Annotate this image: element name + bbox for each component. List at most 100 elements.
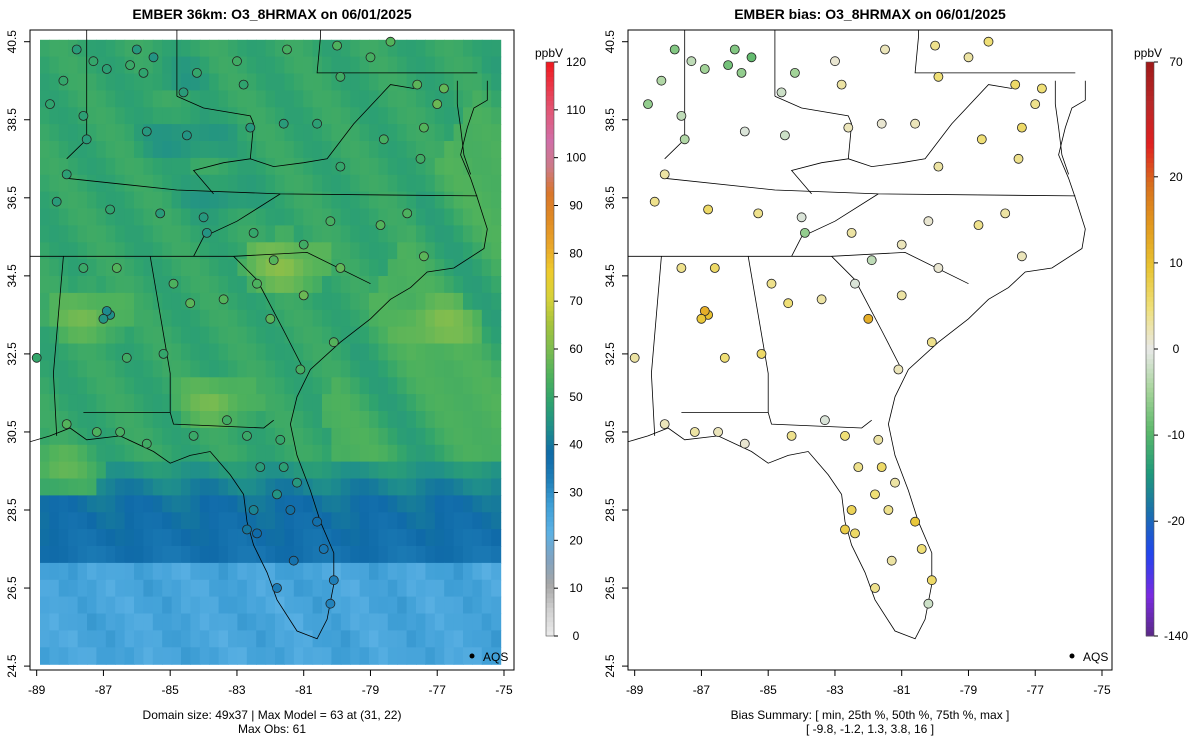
observation-station-marker xyxy=(245,122,256,133)
model-grid-cell xyxy=(293,174,304,193)
colorbar-segment xyxy=(546,382,554,388)
observation-station-marker xyxy=(418,251,429,262)
model-grid-cell xyxy=(425,326,436,345)
observation-station-marker xyxy=(221,415,232,426)
model-grid-cell xyxy=(322,174,332,193)
model-grid-cell xyxy=(77,141,88,159)
colorbar-segment xyxy=(1146,392,1154,398)
model-grid-cell xyxy=(237,461,248,480)
colorbar-segment xyxy=(1146,607,1154,613)
model-grid-cell xyxy=(331,191,342,210)
model-grid-cell xyxy=(425,157,436,176)
model-grid-cell xyxy=(331,579,342,598)
model-grid-cell xyxy=(303,276,314,294)
model-grid-cell xyxy=(134,562,144,581)
right-colorbar-unit: ppbV xyxy=(1134,46,1163,60)
model-grid-cell xyxy=(134,411,144,429)
bias-station-marker xyxy=(659,169,670,180)
model-grid-cell xyxy=(190,56,201,75)
model-grid-cell xyxy=(143,411,154,429)
model-grid-cell xyxy=(312,276,323,294)
model-grid-cell xyxy=(472,208,483,226)
model-grid-cell xyxy=(256,56,267,75)
model-grid-cell xyxy=(199,56,210,75)
model-grid-cell xyxy=(453,208,464,226)
model-grid-cell xyxy=(331,512,342,530)
model-grid-cell xyxy=(246,579,257,598)
model-grid-cell xyxy=(397,309,408,328)
colorbar-segment xyxy=(546,363,554,369)
colorbar-segment xyxy=(1146,545,1154,551)
model-grid-cell xyxy=(378,478,389,496)
model-grid-cell xyxy=(463,546,473,564)
model-grid-cell xyxy=(256,596,267,615)
model-grid-cell xyxy=(369,259,379,277)
colorbar-segment xyxy=(1146,387,1154,393)
model-grid-cell xyxy=(481,579,492,598)
model-grid-cell xyxy=(350,157,361,176)
model-grid-cell xyxy=(350,512,361,530)
model-grid-cell xyxy=(199,562,210,581)
model-grid-cell xyxy=(331,427,342,446)
model-grid-cell xyxy=(171,495,182,513)
model-grid-cell xyxy=(481,461,492,480)
bias-station-marker xyxy=(1037,83,1047,94)
model-grid-cell xyxy=(340,39,351,58)
model-grid-cell xyxy=(134,579,144,598)
model-grid-cell xyxy=(58,529,69,547)
model-grid-cell xyxy=(340,360,351,378)
model-grid-cell xyxy=(218,360,229,378)
model-grid-cell xyxy=(199,107,210,125)
model-grid-cell xyxy=(246,360,257,378)
model-grid-cell xyxy=(453,73,464,91)
model-grid-cell xyxy=(58,427,69,446)
model-grid-cell xyxy=(434,394,445,412)
model-grid-cell xyxy=(434,141,445,159)
model-grid-cell xyxy=(181,225,191,243)
bias-station-marker xyxy=(756,348,767,359)
model-grid-cell xyxy=(190,39,201,58)
model-grid-cell xyxy=(49,276,60,294)
model-grid-cell xyxy=(350,647,361,665)
model-grid-cell xyxy=(265,73,276,91)
model-grid-cell xyxy=(162,292,173,311)
model-grid-cell xyxy=(49,309,60,328)
model-grid-cell xyxy=(190,529,201,547)
bias-station-marker xyxy=(893,364,904,375)
model-grid-cell xyxy=(181,276,191,294)
colorbar-segment xyxy=(1146,363,1154,369)
model-grid-cell xyxy=(397,444,408,463)
colorbar-segment xyxy=(1146,559,1154,565)
model-grid-cell xyxy=(246,174,257,193)
bias-station-marker xyxy=(886,555,897,566)
model-grid-cell xyxy=(284,427,295,446)
model-grid-cell xyxy=(444,259,455,277)
model-grid-cell xyxy=(491,444,502,463)
model-grid-cell xyxy=(237,613,248,631)
colorbar-segment xyxy=(1146,181,1154,187)
model-grid-cell xyxy=(218,141,229,159)
model-grid-cell xyxy=(312,141,323,159)
model-grid-cell xyxy=(331,478,342,496)
model-grid-cell xyxy=(143,562,154,581)
model-grid-cell xyxy=(87,613,97,631)
model-grid-cell xyxy=(369,562,379,581)
model-grid-cell xyxy=(228,512,238,530)
model-grid-cell xyxy=(77,478,88,496)
model-grid-cell xyxy=(312,394,323,412)
model-grid-cell xyxy=(256,225,267,243)
model-grid-cell xyxy=(387,427,398,446)
model-grid-cell xyxy=(209,461,220,480)
model-grid-cell xyxy=(406,647,417,665)
model-grid-cell xyxy=(68,191,79,210)
model-grid-cell xyxy=(171,394,182,412)
bias-station-marker xyxy=(1030,99,1041,109)
model-grid-cell xyxy=(237,292,248,311)
model-grid-cell xyxy=(378,562,389,581)
model-grid-cell xyxy=(228,208,238,226)
model-grid-cell xyxy=(228,39,238,58)
model-grid-cell xyxy=(359,157,370,176)
model-grid-cell xyxy=(124,478,135,496)
colorbar-segment xyxy=(1146,172,1154,178)
model-grid-cell xyxy=(284,647,295,665)
